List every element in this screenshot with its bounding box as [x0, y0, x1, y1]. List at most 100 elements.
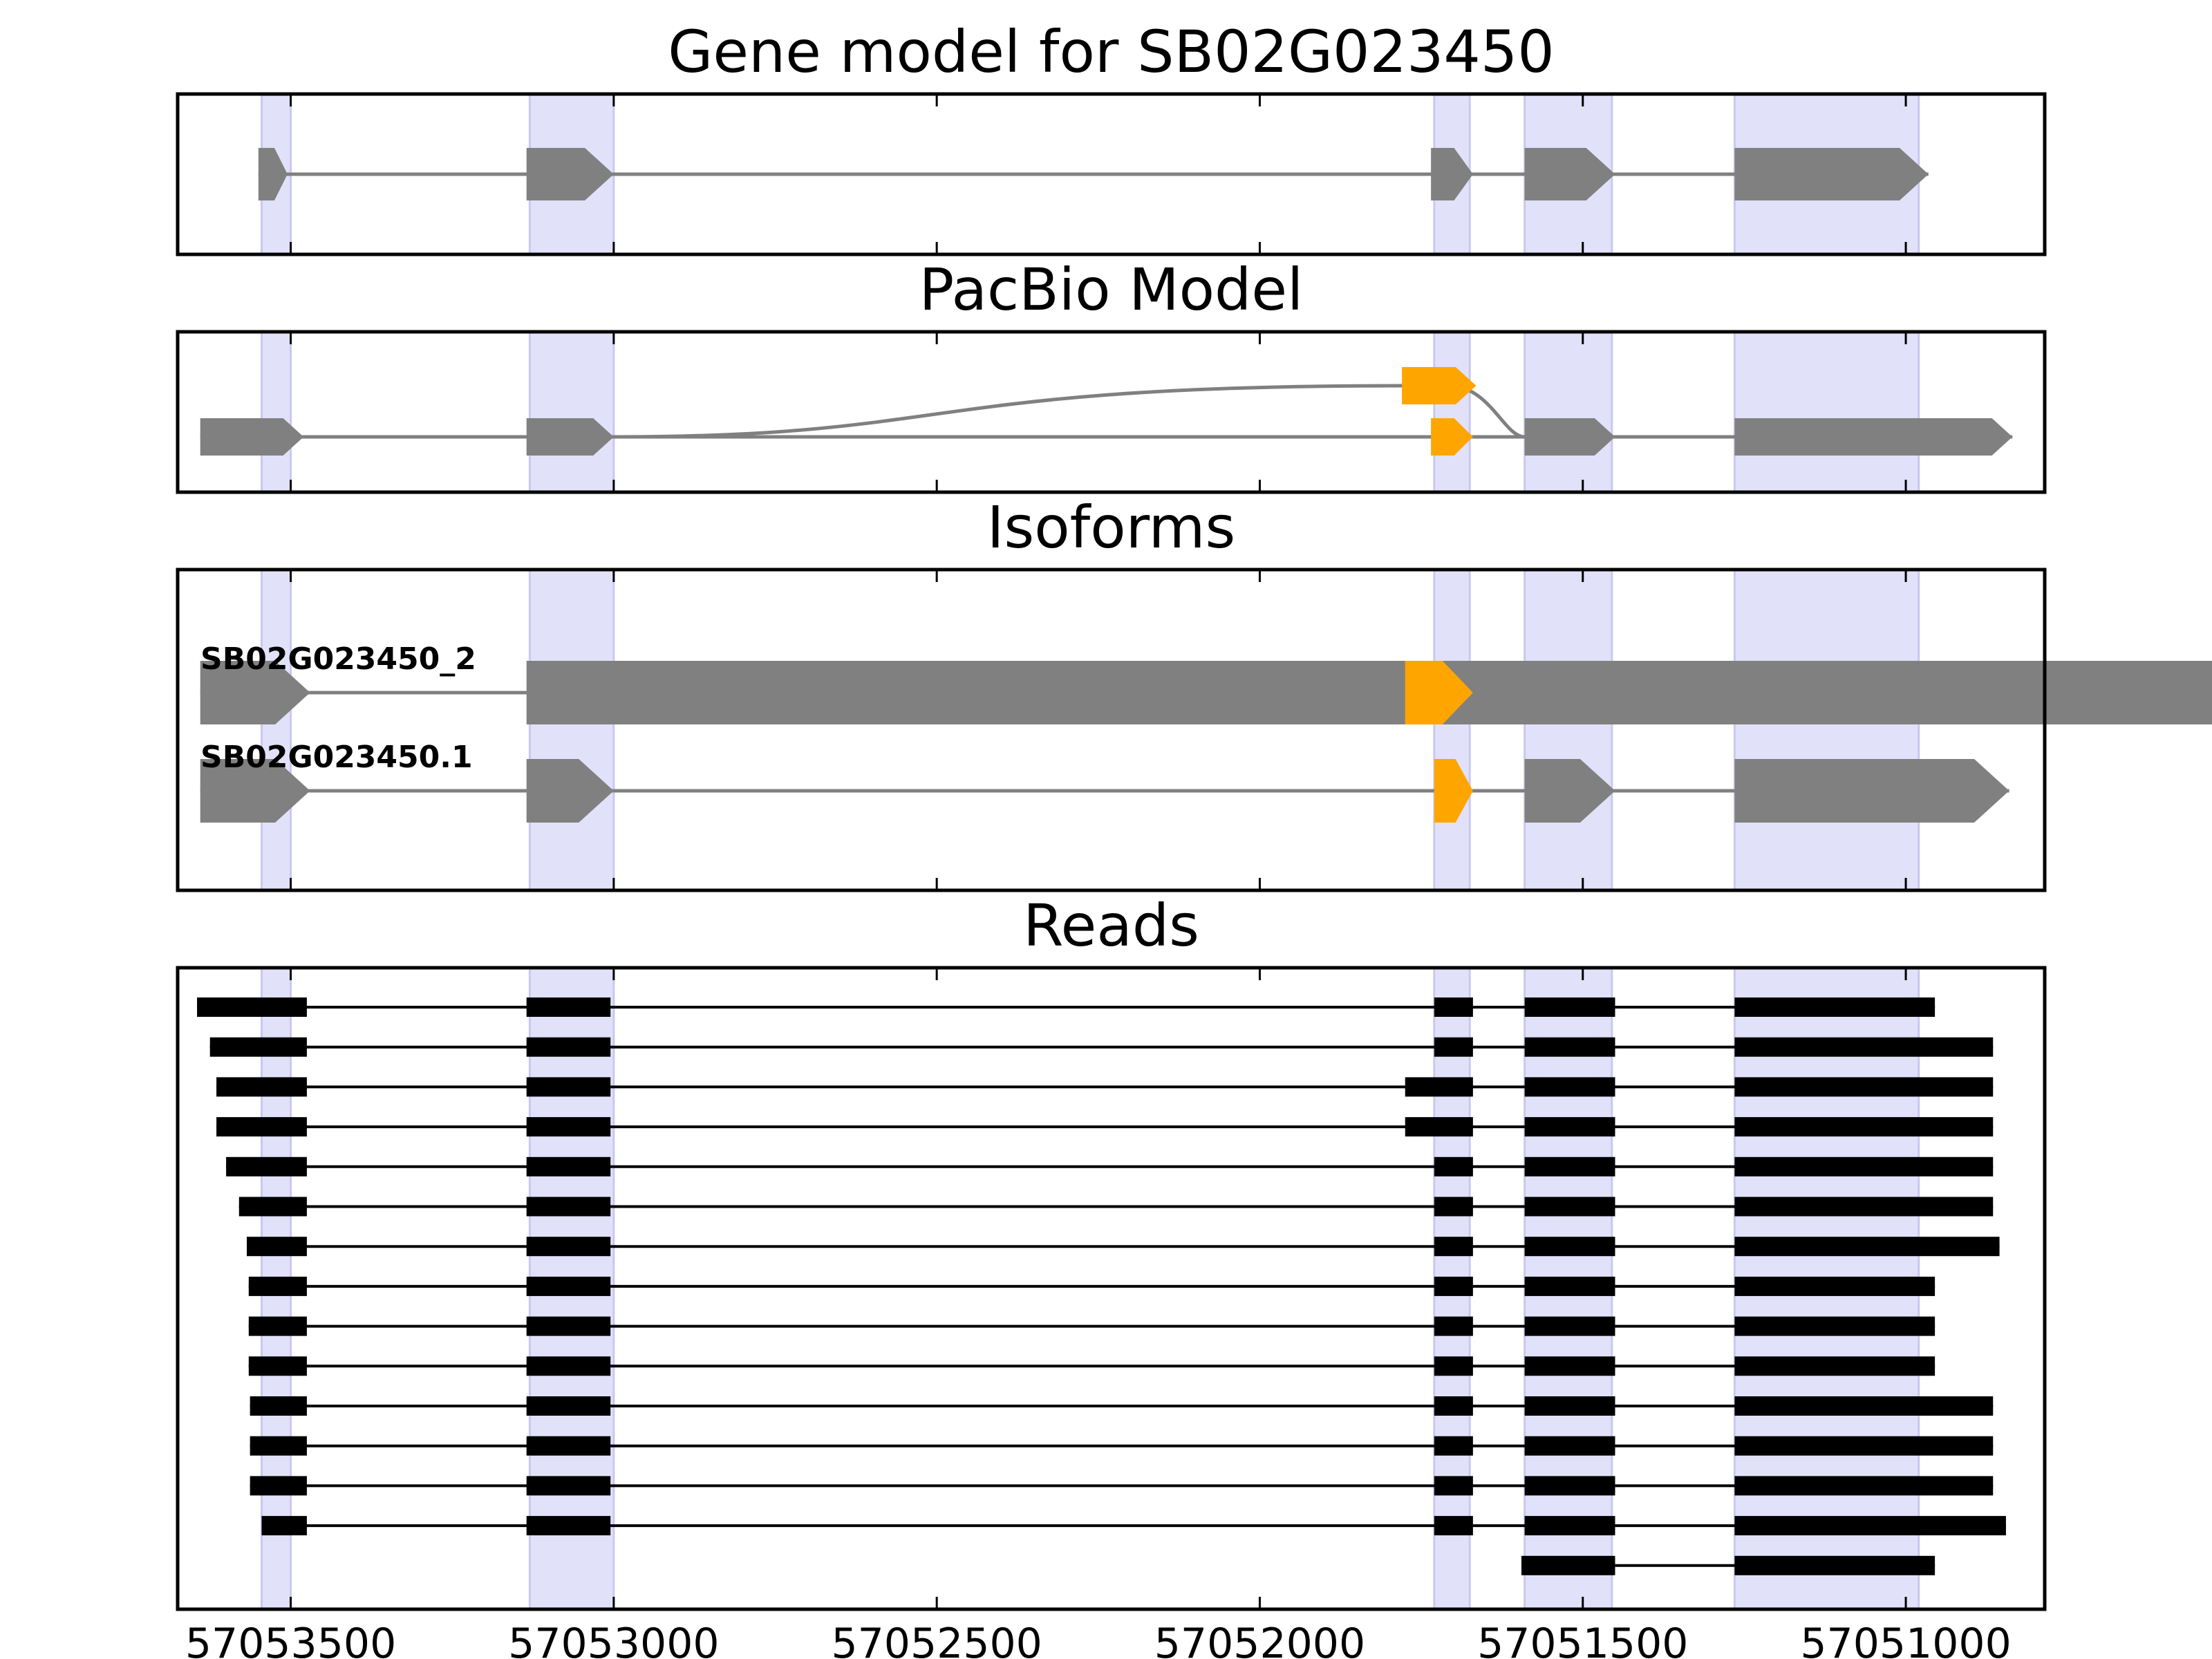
read-exon-block — [1734, 1117, 1994, 1137]
exon-block — [1524, 661, 1615, 724]
reads-ticks — [290, 968, 1907, 1609]
read-exon-block — [197, 997, 307, 1017]
exon-block — [1734, 418, 2013, 456]
read-row — [250, 1396, 1994, 1416]
highlight-band — [528, 568, 615, 892]
read-exon-block — [526, 1396, 611, 1416]
read-row — [209, 1037, 1994, 1057]
read-row — [197, 997, 1936, 1017]
read-exon-block — [250, 1476, 307, 1496]
read-row — [226, 1156, 1994, 1177]
read-row — [247, 1237, 2000, 1257]
read-row — [248, 1356, 1936, 1376]
read-exon-block — [1734, 1356, 1936, 1376]
alt-exon-block — [1434, 759, 1473, 823]
read-exon-block — [250, 1396, 307, 1416]
read-exon-block — [1734, 997, 1936, 1017]
read-exon-block — [526, 1117, 611, 1137]
isoform-label: SB02G023450_2 — [200, 641, 476, 677]
x-axis-tick-labels: 57053500 57053000 57052500 57052000 5705… — [185, 1620, 2012, 1659]
exon-block — [1524, 418, 1615, 456]
gene-model-title: Gene model for SB02G023450 — [668, 18, 1554, 86]
highlight-band — [528, 330, 615, 494]
x-tick-label: 57053500 — [185, 1620, 396, 1659]
x-tick-label: 57053000 — [508, 1620, 719, 1659]
exon-block — [1734, 759, 2009, 823]
exon-block — [258, 148, 288, 200]
read-exon-block — [1524, 1436, 1615, 1456]
read-exon-block — [1405, 1077, 1473, 1097]
reads-title: Reads — [1023, 892, 1199, 959]
read-exon-block — [1734, 1516, 2006, 1536]
read-exon-block — [1524, 1156, 1615, 1177]
read-exon-block — [1524, 1356, 1615, 1376]
gene-model-track — [258, 148, 1929, 200]
highlight-band — [1524, 568, 1613, 892]
read-row — [261, 1516, 2006, 1536]
exon-block — [526, 759, 614, 823]
read-exon-block — [526, 1197, 611, 1217]
read-exon-block — [526, 1356, 611, 1376]
read-row — [248, 1276, 1936, 1296]
read-exon-block — [526, 1436, 611, 1456]
exon-block — [200, 418, 304, 456]
read-exon-block — [1405, 1117, 1473, 1137]
isoforms-panel: Isoforms SB02G023450_2 SB02G023450.1 — [176, 494, 2212, 892]
exon-block — [1431, 148, 1473, 200]
read-exon-block — [1734, 1436, 1994, 1456]
read-exon-block — [1524, 1316, 1615, 1336]
read-exon-block — [1734, 1555, 1936, 1575]
read-exon-block — [248, 1276, 307, 1296]
isoforms-title: Isoforms — [987, 494, 1236, 561]
read-exon-block — [261, 1516, 307, 1536]
highlight-band — [1433, 568, 1471, 892]
alt-exon-block — [1402, 367, 1477, 404]
read-exon-block — [526, 1077, 611, 1097]
read-exon-block — [1434, 1037, 1473, 1057]
read-exon-block — [1734, 1197, 1994, 1217]
read-exon-block — [1524, 1276, 1615, 1296]
read-exon-block — [1434, 1276, 1473, 1296]
read-exon-block — [1734, 1077, 1994, 1097]
read-exon-block — [248, 1316, 307, 1336]
read-exon-block — [526, 997, 611, 1017]
x-tick-label: 57052500 — [831, 1620, 1042, 1659]
reads-frame — [176, 966, 2047, 1611]
read-row — [250, 1436, 1994, 1456]
read-exon-block — [1434, 1356, 1473, 1376]
pacbio-model-frame — [176, 330, 2047, 494]
exon-block — [526, 148, 614, 200]
read-exon-block — [1434, 1197, 1473, 1217]
read-row — [250, 1476, 1994, 1496]
read-exon-block — [1524, 1516, 1615, 1536]
exon-block — [200, 661, 310, 724]
exon-block — [1524, 759, 1615, 823]
read-exon-block — [526, 1276, 611, 1296]
pacbio-model-track — [200, 367, 2013, 456]
read-exon-block — [1524, 997, 1615, 1017]
x-tick-label: 57052000 — [1154, 1620, 1365, 1659]
read-exon-block — [526, 1316, 611, 1336]
exon-block — [1524, 148, 1615, 200]
read-exon-block — [1434, 1237, 1473, 1257]
highlight-band — [260, 330, 292, 494]
read-exon-block — [1524, 1197, 1615, 1217]
read-exon-block — [526, 1516, 611, 1536]
alt-exon-block — [1405, 661, 1473, 724]
read-exon-block — [1524, 1237, 1615, 1257]
highlight-band — [1733, 568, 1920, 892]
read-exon-block — [1434, 997, 1473, 1017]
read-exon-block — [1434, 1436, 1473, 1456]
highlight-band — [1524, 330, 1613, 494]
read-exon-block — [209, 1037, 307, 1057]
pacbio-model-title: PacBio Model — [919, 256, 1304, 324]
read-exon-block — [526, 1037, 611, 1057]
read-exon-block — [1521, 1555, 1615, 1575]
read-exon-block — [1434, 1396, 1473, 1416]
gene-model-panel: Gene model for SB02G023450 — [176, 18, 2047, 256]
highlight-band — [260, 568, 292, 892]
read-row — [216, 1077, 1994, 1097]
isoform-tracks — [200, 661, 2212, 823]
highlight-band — [1733, 330, 1920, 494]
